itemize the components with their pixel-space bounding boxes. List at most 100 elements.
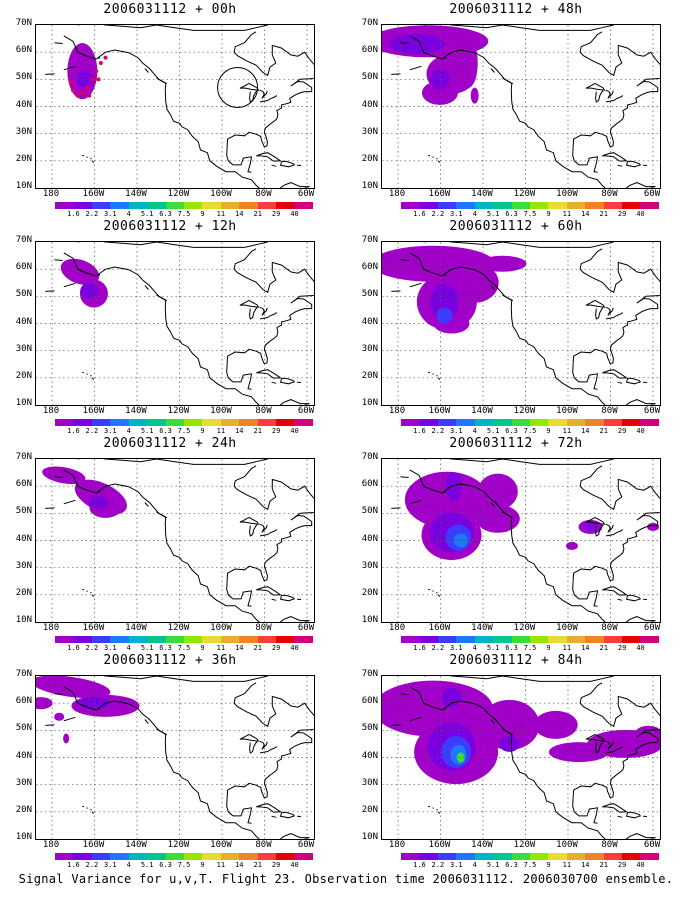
colorbar-label: 9: [200, 644, 205, 652]
colorbar-label: 21: [599, 210, 608, 218]
colorbar-swatch: [529, 419, 549, 426]
longitude-label: 180: [42, 623, 60, 633]
colorbar-swatch: [55, 636, 74, 643]
colorbar-swatch: [419, 636, 438, 643]
colorbar-swatch: [401, 419, 420, 426]
map-area: [381, 24, 661, 189]
colorbar-swatch: [456, 853, 475, 860]
longitude-label: 160W: [428, 623, 451, 633]
latitude-label: 50N: [15, 723, 32, 734]
colorbar-swatch: [183, 419, 203, 426]
longitude-label: 80W: [601, 840, 618, 850]
colorbar-swatch: [276, 419, 295, 426]
colorbar-swatch: [585, 636, 604, 643]
colorbar-label: 14: [235, 427, 244, 435]
latitude-label: 10N: [361, 615, 378, 625]
latitude-label: 60N: [361, 262, 378, 273]
map-area: [381, 458, 661, 623]
colorbar-labels: 1.6 2.2 3.1 4 5.1 6.3 7.5 9 11 14 21 29 40: [55, 644, 313, 653]
latitude-label: 50N: [15, 72, 32, 83]
map-area: [35, 675, 315, 840]
latitude-label: 30N: [15, 777, 32, 788]
colorbar-swatch: [566, 419, 586, 426]
colorbar-label: 6.3: [505, 861, 518, 869]
panel-title: 2006031112 + 72h: [449, 436, 583, 451]
longitude-label: 140W: [471, 406, 493, 416]
colorbar-label: 21: [599, 861, 608, 869]
colorbar-swatch: [202, 853, 221, 860]
panel-title: 2006031112 + 36h: [103, 653, 237, 668]
longitude-label: 60W: [643, 189, 661, 199]
colorbar-swatch: [603, 853, 623, 860]
colorbar-swatch: [239, 853, 258, 860]
latitude-label: 20N: [361, 370, 378, 381]
colorbar-label: 9: [546, 861, 551, 869]
map-area: [381, 241, 661, 406]
longitude-label: 120W: [513, 840, 536, 850]
longitude-label: 80W: [255, 189, 272, 199]
colorbar-swatch: [493, 853, 512, 860]
colorbar-swatch: [183, 853, 203, 860]
colorbar-label: 3.1: [449, 861, 463, 869]
map-panel: 2006031112 + 12h 70N 60N 50N 40N 30N 20N 10N 180…: [0, 219, 340, 436]
colorbar-swatch: [220, 853, 240, 860]
colorbar-label: 14: [581, 644, 590, 652]
colorbar-swatch: [294, 853, 313, 860]
map-area: [35, 241, 315, 406]
longitude-label: 80W: [255, 623, 272, 633]
colorbar-label: 4: [126, 427, 131, 435]
colorbar-label: 11: [216, 427, 226, 435]
colorbar-label: 1.6: [413, 861, 426, 869]
colorbar-label: 4: [472, 427, 477, 435]
latitude-label: 70N: [15, 235, 32, 245]
colorbar-labels: 1.6 2.2 3.1 4 5.1 6.3 7.5 9 11 14 21 29 40: [55, 427, 313, 436]
latitude-label: 40N: [15, 99, 32, 110]
colorbar-label: 14: [581, 861, 590, 869]
colorbar-swatch: [165, 853, 184, 860]
colorbar: [401, 853, 659, 860]
longitude-label: 140W: [471, 840, 493, 850]
colorbar: [401, 202, 659, 209]
colorbar-swatch: [147, 853, 166, 860]
colorbar-labels: 1.6 2.2 3.1 4 5.1 6.3 7.5 9 11 14 21 29 40: [401, 427, 659, 436]
latitude-label: 70N: [15, 18, 32, 28]
colorbar-label: 9: [200, 210, 205, 218]
colorbar-swatch: [437, 853, 457, 860]
colorbar-swatch: [622, 419, 641, 426]
colorbar-swatch: [110, 419, 129, 426]
longitude-label: 160W: [82, 840, 105, 850]
map-panel: 2006031112 + 36h 70N 60N 50N 40N 30N 20N 10N 180…: [0, 653, 340, 869]
longitude-label: 80W: [601, 189, 618, 199]
colorbar-swatch: [202, 636, 221, 643]
colorbar-swatch: [474, 853, 494, 860]
colorbar-label: 11: [562, 644, 572, 652]
colorbar-label: 6.3: [505, 644, 518, 652]
colorbar-swatch: [110, 636, 129, 643]
colorbar-swatch: [220, 636, 240, 643]
colorbar-label: 9: [546, 427, 551, 435]
longitude-label: 120W: [167, 189, 190, 199]
colorbar-label: 3.1: [449, 427, 463, 435]
colorbar-label: 5.1: [486, 644, 500, 652]
colorbar-label: 29: [617, 861, 627, 869]
longitude-label: 180: [388, 840, 406, 850]
longitude-label: 140W: [125, 840, 147, 850]
map-area: [35, 24, 315, 189]
figure-caption: Signal Variance for u,v,T. Flight 23. Ob…: [18, 872, 674, 886]
longitude-label: 100W: [556, 406, 578, 416]
latitude-label: 40N: [361, 316, 378, 327]
colorbar-swatch: [294, 202, 313, 209]
colorbar-swatch: [622, 853, 641, 860]
colorbar-label: 9: [546, 644, 551, 652]
colorbar-label: 29: [271, 644, 281, 652]
colorbar-label: 7.5: [177, 427, 191, 435]
colorbar-swatch: [529, 853, 549, 860]
map-area: [35, 458, 315, 623]
longitude-label: 60W: [643, 406, 661, 416]
colorbar-label: 40: [290, 427, 299, 435]
colorbar-swatch: [110, 853, 129, 860]
colorbar-swatch: [419, 202, 438, 209]
longitude-label: 180: [388, 623, 406, 633]
colorbar-label: 9: [546, 210, 551, 218]
latitude-label: 30N: [361, 560, 378, 571]
